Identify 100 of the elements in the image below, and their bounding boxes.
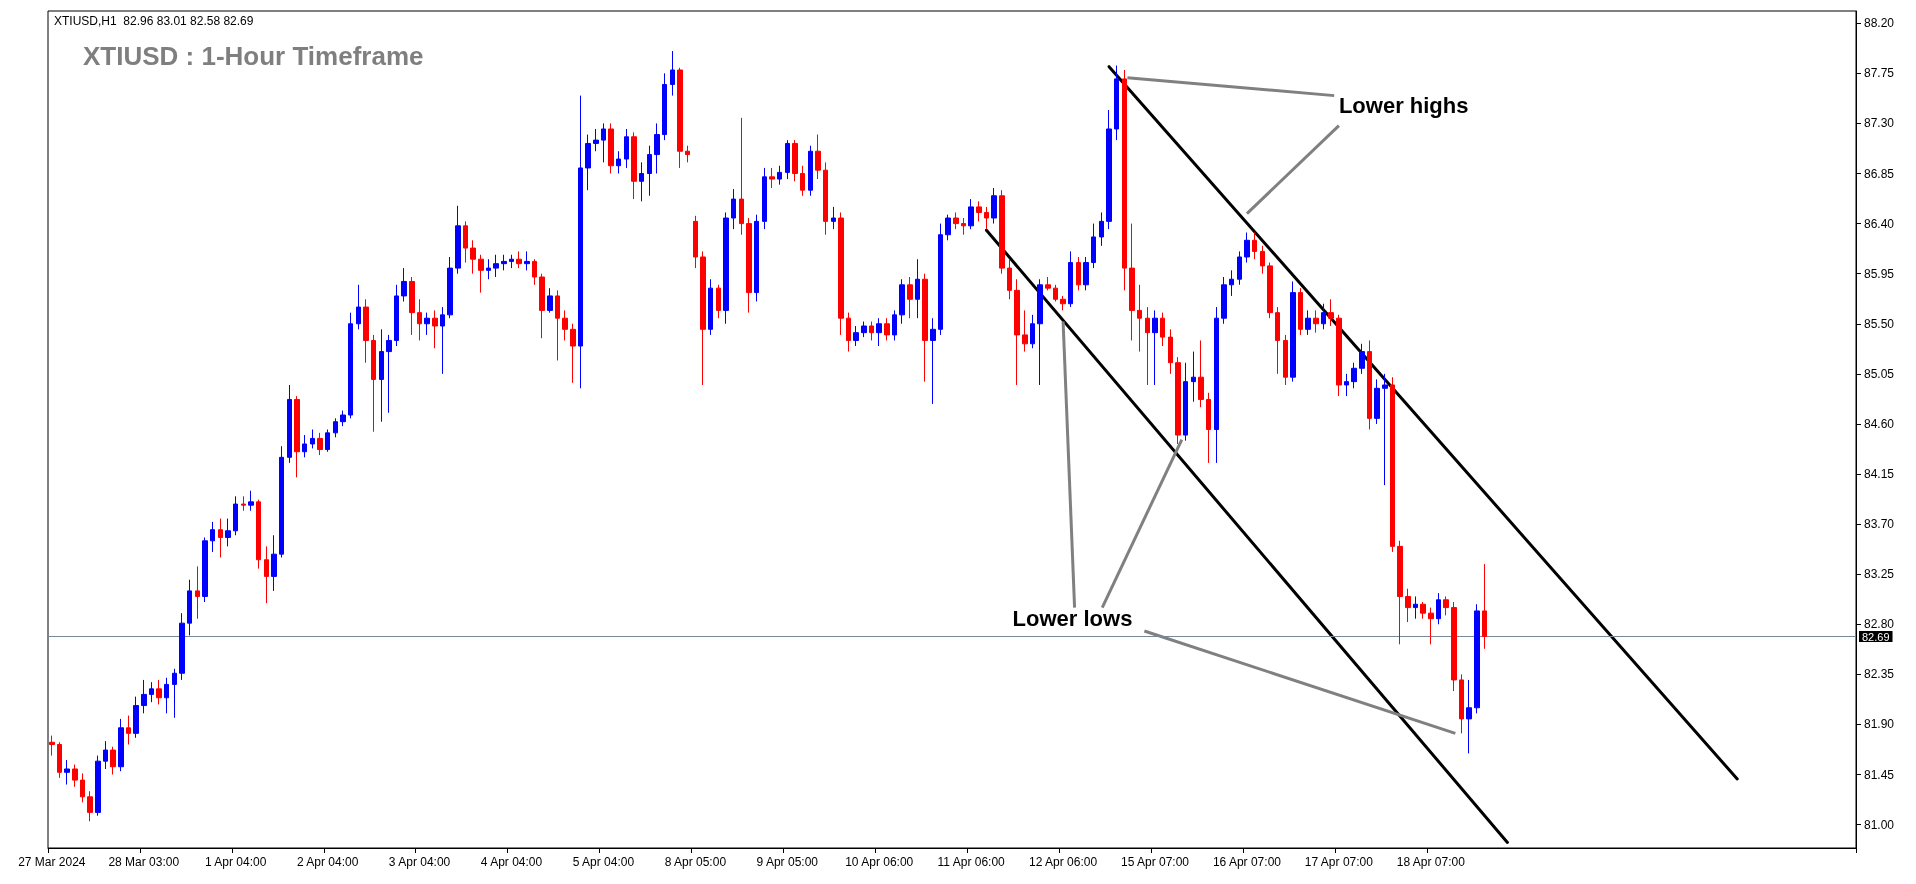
candlestick	[409, 276, 415, 336]
x-tick-label: 5 Apr 04:00	[572, 855, 635, 869]
candlestick	[1114, 65, 1119, 141]
candlestick	[1459, 673, 1464, 734]
candlestick	[616, 150, 621, 174]
candlestick	[953, 211, 959, 230]
candlestick	[49, 735, 55, 757]
candlestick	[754, 214, 759, 302]
candlestick	[777, 165, 782, 186]
candlestick	[647, 145, 652, 197]
candlestick	[654, 122, 660, 174]
x-tick-label: 2 Apr 04:00	[296, 855, 359, 869]
candlestick	[1466, 679, 1472, 754]
candlestick	[233, 495, 238, 536]
candlestick	[1168, 328, 1173, 375]
candlestick	[831, 206, 836, 230]
candlestick	[172, 668, 177, 719]
candlestick	[187, 579, 192, 636]
candlestick	[1436, 592, 1441, 625]
y-tick-label: 85.05	[1864, 366, 1895, 381]
candlestick	[103, 740, 108, 770]
candlestick	[539, 273, 545, 339]
candlestick	[631, 131, 637, 200]
candlestick	[371, 334, 376, 433]
y-tick-label: 81.00	[1864, 817, 1895, 832]
candlestick	[156, 679, 162, 705]
y-tick-label: 84.15	[1864, 467, 1895, 482]
candlestick	[1328, 298, 1334, 327]
candlestick	[1298, 287, 1303, 336]
candlestick	[1374, 378, 1380, 425]
candlestick	[1420, 601, 1426, 620]
candlestick	[1137, 284, 1142, 353]
candlestick	[118, 718, 124, 772]
candlestick	[64, 759, 70, 786]
y-tick-label: 85.95	[1864, 266, 1895, 281]
y-tick-label: 86.40	[1864, 216, 1895, 231]
candlestick	[1068, 250, 1073, 308]
candlestick	[670, 50, 675, 97]
y-tick-label: 82.35	[1864, 667, 1895, 682]
candlestick	[1397, 540, 1403, 645]
candlestick	[470, 239, 476, 275]
candlestick	[1313, 309, 1319, 334]
candlestick	[1007, 258, 1012, 300]
candlestick	[976, 200, 982, 222]
candlestick	[1030, 314, 1035, 349]
candlestick	[1206, 392, 1211, 464]
candlestick	[716, 284, 721, 319]
candlestick	[202, 536, 208, 603]
candlestick	[1305, 309, 1311, 336]
candlestick	[501, 254, 507, 271]
candlestick	[1037, 278, 1043, 386]
candlestick	[922, 273, 928, 383]
candlestick	[440, 306, 445, 375]
candlestick	[884, 317, 890, 341]
candlestick	[1160, 312, 1165, 347]
candlestick	[731, 188, 736, 230]
x-tick-label: 4 Apr 04:00	[480, 855, 543, 869]
candlestick	[1359, 343, 1365, 375]
candlestick	[1175, 356, 1181, 445]
candlestick	[424, 312, 430, 336]
candlestick	[1351, 362, 1357, 389]
y-tick-label: 83.25	[1864, 567, 1895, 582]
candlestick	[348, 312, 353, 419]
candlestick	[401, 267, 407, 302]
candlestick	[815, 134, 821, 180]
candlestick	[179, 612, 185, 681]
candlestick	[164, 677, 169, 714]
candlestick	[532, 258, 537, 286]
candlestick	[302, 434, 307, 458]
candlestick	[739, 117, 744, 236]
annotation: Lower lows	[1012, 606, 1133, 632]
candlestick	[1221, 276, 1227, 325]
candlestick	[1022, 309, 1028, 353]
candlestick	[578, 95, 583, 389]
candlestick	[899, 278, 905, 325]
candlestick	[356, 284, 361, 330]
candlestick	[1060, 295, 1066, 311]
candlestick	[486, 258, 491, 280]
candlestick	[999, 189, 1005, 275]
x-tick-label: 28 Mar 03:00	[108, 855, 180, 869]
candlestick	[1214, 306, 1219, 464]
candlestick	[95, 755, 101, 817]
y-tick-label: 86.85	[1864, 166, 1895, 181]
x-tick-label: 3 Apr 04:00	[388, 855, 451, 869]
candlestick	[447, 256, 453, 319]
candlestick	[141, 679, 147, 714]
candlestick	[984, 206, 989, 230]
candlestick	[792, 139, 798, 182]
candlestick	[241, 495, 246, 512]
ref-line-label: 82.69	[1862, 630, 1890, 643]
candlestick	[601, 122, 606, 163]
candlestick	[1390, 376, 1395, 553]
candlestick	[1099, 211, 1104, 247]
candlestick	[325, 429, 330, 453]
candlestick	[693, 215, 698, 269]
candlestick	[769, 167, 775, 189]
x-tick-label: 18 Apr 07:00	[1396, 855, 1466, 869]
candlestick	[892, 309, 897, 341]
text: XTIUSD : 1-Hour Timeframe	[83, 41, 424, 71]
candlestick	[593, 128, 599, 152]
